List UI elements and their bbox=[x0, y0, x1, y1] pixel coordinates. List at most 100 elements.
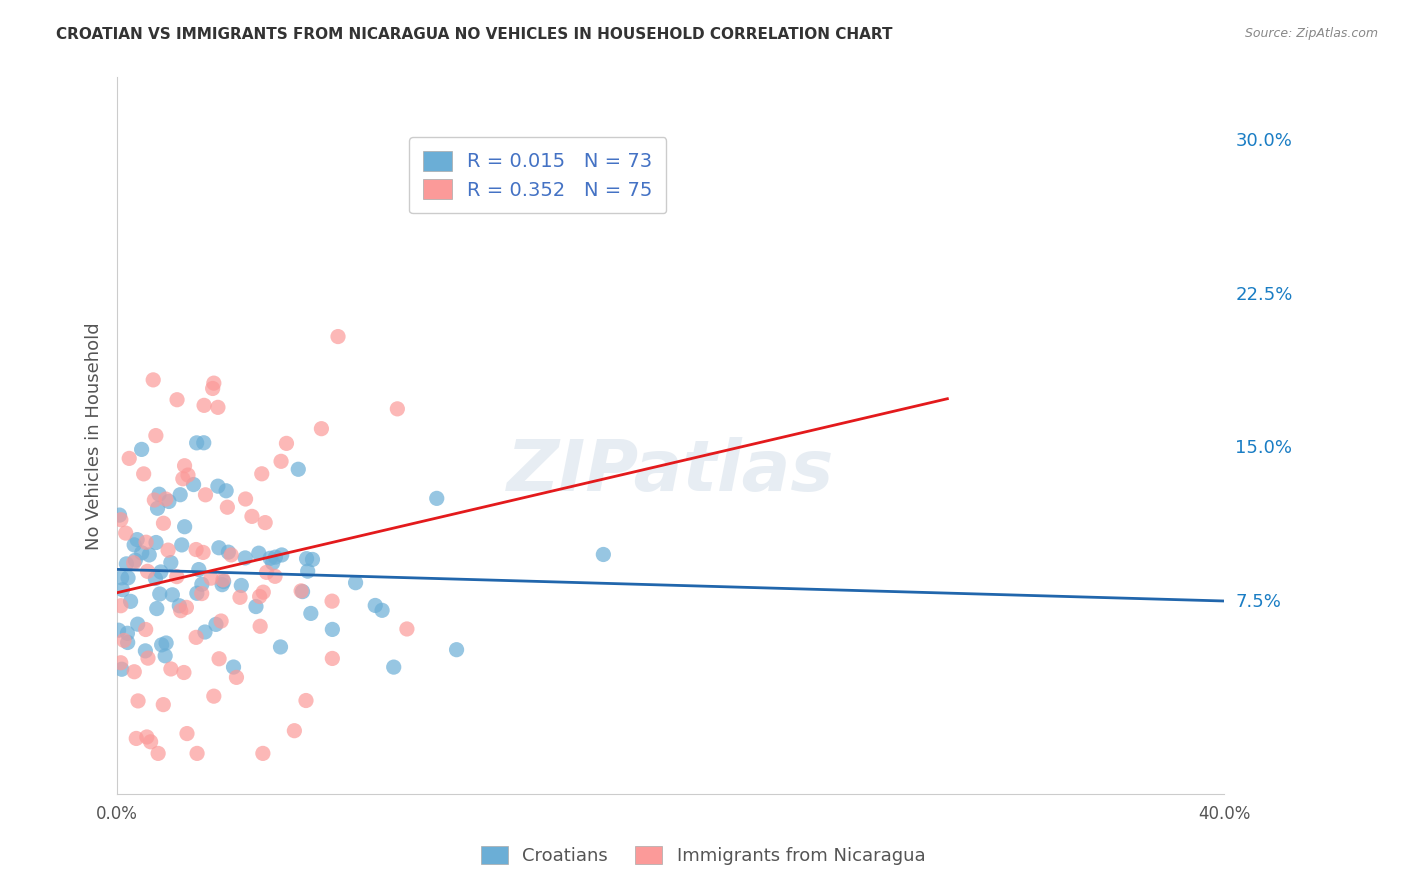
Point bbox=[173, 665, 195, 680]
Point bbox=[208, 541, 231, 555]
Point bbox=[270, 454, 292, 468]
Point bbox=[142, 373, 165, 387]
Point bbox=[127, 617, 149, 632]
Point bbox=[344, 575, 367, 590]
Point bbox=[295, 551, 318, 566]
Point bbox=[592, 548, 614, 562]
Point bbox=[207, 479, 229, 493]
Point bbox=[125, 731, 148, 746]
Point bbox=[186, 435, 208, 450]
Point bbox=[299, 607, 322, 621]
Point bbox=[245, 599, 267, 614]
Point bbox=[110, 599, 132, 613]
Point bbox=[131, 442, 153, 457]
Point bbox=[145, 428, 167, 442]
Point bbox=[217, 545, 239, 559]
Point bbox=[217, 500, 239, 515]
Point bbox=[183, 477, 205, 491]
Point bbox=[264, 550, 287, 565]
Point bbox=[262, 556, 284, 570]
Point bbox=[301, 552, 323, 566]
Point bbox=[122, 556, 145, 570]
Point bbox=[193, 435, 215, 450]
Point bbox=[135, 623, 157, 637]
Point bbox=[107, 624, 129, 638]
Point bbox=[208, 652, 231, 666]
Text: Source: ZipAtlas.com: Source: ZipAtlas.com bbox=[1244, 27, 1378, 40]
Point bbox=[191, 545, 214, 559]
Point bbox=[382, 660, 405, 674]
Point bbox=[145, 571, 167, 585]
Point bbox=[321, 594, 343, 608]
Point bbox=[225, 670, 247, 684]
Point bbox=[176, 600, 198, 615]
Point bbox=[211, 577, 233, 591]
Point bbox=[162, 588, 184, 602]
Point bbox=[166, 569, 188, 583]
Point bbox=[122, 665, 145, 679]
Point bbox=[205, 617, 228, 632]
Point bbox=[202, 376, 225, 391]
Point bbox=[212, 574, 235, 589]
Point bbox=[111, 662, 134, 676]
Point bbox=[212, 573, 235, 587]
Point bbox=[256, 566, 278, 580]
Point bbox=[135, 730, 157, 744]
Point bbox=[190, 586, 212, 600]
Point bbox=[446, 642, 468, 657]
Point bbox=[117, 571, 139, 585]
Point bbox=[187, 563, 209, 577]
Point bbox=[177, 468, 200, 483]
Y-axis label: No Vehicles in Household: No Vehicles in Household bbox=[86, 322, 103, 549]
Point bbox=[157, 494, 180, 508]
Point bbox=[134, 644, 156, 658]
Point bbox=[295, 693, 318, 707]
Point bbox=[149, 565, 172, 579]
Point bbox=[264, 569, 287, 583]
Point bbox=[270, 548, 292, 562]
Point bbox=[148, 487, 170, 501]
Point bbox=[290, 583, 312, 598]
Point bbox=[122, 538, 145, 552]
Point bbox=[252, 747, 274, 761]
Point bbox=[191, 577, 214, 591]
Point bbox=[172, 472, 194, 486]
Point bbox=[112, 633, 135, 648]
Point bbox=[364, 599, 387, 613]
Point bbox=[170, 538, 193, 552]
Point bbox=[287, 462, 309, 476]
Point bbox=[111, 571, 134, 585]
Point bbox=[145, 535, 167, 549]
Point bbox=[127, 533, 149, 547]
Point bbox=[117, 635, 139, 649]
Point bbox=[111, 582, 134, 597]
Point bbox=[250, 467, 273, 481]
Point bbox=[155, 491, 177, 506]
Point bbox=[321, 651, 343, 665]
Point bbox=[371, 603, 394, 617]
Point bbox=[297, 564, 319, 578]
Point bbox=[114, 526, 136, 541]
Point bbox=[173, 519, 195, 533]
Point bbox=[219, 548, 242, 562]
Point bbox=[186, 586, 208, 600]
Point bbox=[160, 556, 183, 570]
Point bbox=[184, 542, 207, 557]
Point bbox=[249, 619, 271, 633]
Point bbox=[283, 723, 305, 738]
Point bbox=[153, 648, 176, 663]
Point bbox=[143, 493, 166, 508]
Point bbox=[139, 735, 162, 749]
Point bbox=[311, 422, 333, 436]
Point bbox=[395, 622, 418, 636]
Point bbox=[131, 546, 153, 560]
Point bbox=[124, 553, 146, 567]
Point bbox=[249, 590, 271, 604]
Point bbox=[160, 662, 183, 676]
Point bbox=[229, 591, 252, 605]
Text: ZIPatlas: ZIPatlas bbox=[508, 437, 834, 507]
Point bbox=[186, 631, 208, 645]
Point bbox=[240, 509, 263, 524]
Point bbox=[235, 491, 257, 506]
Point bbox=[152, 516, 174, 531]
